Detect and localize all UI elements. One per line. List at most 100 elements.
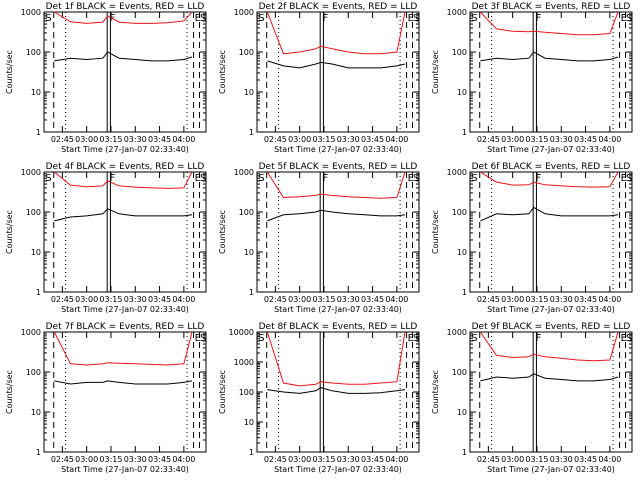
x-tick-label: 04:00 <box>172 295 195 304</box>
event-marker-label: E <box>408 13 414 24</box>
x-tick-label: 03:45 <box>361 295 384 304</box>
plot-frame <box>469 171 633 293</box>
x-tick-label: 03:15 <box>525 295 548 304</box>
y-tick-label: 10 <box>31 248 41 257</box>
chart-title: Det 5f BLACK = Events, RED = LLD <box>259 162 418 172</box>
x-tick-label: 03:30 <box>337 135 360 144</box>
x-tick-label: 03:30 <box>337 295 360 304</box>
y-tick-label: 1000 <box>21 328 41 337</box>
x-axis-label: Start Time (27-Jan-07 02:33:40) <box>61 305 189 314</box>
event-marker-label: S <box>413 13 419 24</box>
chart-title: Det 2f BLACK = Events, RED = LLD <box>259 2 418 12</box>
event-marker-label: F <box>536 333 542 344</box>
x-tick-label: 04:00 <box>598 135 621 144</box>
event-marker-label: S <box>200 173 206 184</box>
y-tick-label: 100 <box>239 48 254 57</box>
x-tick-label: 03:00 <box>501 135 524 144</box>
x-tick-label: 03:30 <box>550 135 573 144</box>
y-tick-label: 1000 <box>21 8 41 17</box>
x-tick-label: 03:45 <box>148 295 171 304</box>
x-tick-label: 03:45 <box>148 135 171 144</box>
x-tick-label: 03:45 <box>361 455 384 464</box>
y-axis-label: Counts/sec <box>218 210 227 254</box>
y-tick-label: 1 <box>36 448 41 457</box>
x-tick-label: 03:00 <box>75 455 98 464</box>
event-marker-label: S <box>471 173 477 184</box>
x-tick-label: 03:15 <box>525 135 548 144</box>
x-tick-label: 03:30 <box>124 455 147 464</box>
lld-series-line <box>479 11 619 36</box>
y-tick-label: 100 <box>452 48 467 57</box>
y-tick-label: 10 <box>457 88 467 97</box>
chart-title: Det 9f BLACK = Events, RED = LLD <box>472 322 631 332</box>
y-tick-label: 100 <box>26 48 41 57</box>
y-tick-label: 10000 <box>229 328 254 337</box>
lld-series-line <box>266 171 406 199</box>
x-tick-label: 04:00 <box>598 295 621 304</box>
y-axis-label: Counts/sec <box>5 50 14 94</box>
y-axis-label: Counts/sec <box>431 50 440 94</box>
chart-title: Det 4f BLACK = Events, RED = LLD <box>46 162 205 172</box>
y-tick-label: 100 <box>239 388 254 397</box>
y-tick-label: 1000 <box>447 8 467 17</box>
y-axis-label: Counts/sec <box>5 210 14 254</box>
event-marker-label: S <box>471 333 477 344</box>
x-axis-label: Start Time (27-Jan-07 02:33:40) <box>487 305 615 314</box>
x-axis-label: Start Time (27-Jan-07 02:33:40) <box>61 145 189 154</box>
chart-panel-7: Det 7f BLACK = Events, RED = LLD 1 10 100 10… <box>5 322 207 474</box>
events-series-line <box>480 373 619 382</box>
x-tick-label: 03:45 <box>574 135 597 144</box>
event-marker-label: F <box>536 173 542 184</box>
x-tick-label: 03:45 <box>574 295 597 304</box>
event-marker-label: S <box>413 173 419 184</box>
chart-title: Det 6f BLACK = Events, RED = LLD <box>472 162 631 172</box>
plot-frame <box>43 171 207 293</box>
event-marker-label: S <box>626 333 632 344</box>
event-marker-label: S <box>200 333 206 344</box>
y-tick-label: 1000 <box>447 328 467 337</box>
events-series-line <box>54 380 193 385</box>
y-axis-label: Counts/sec <box>5 370 14 414</box>
y-tick-label: 100 <box>26 208 41 217</box>
y-tick-label: 100 <box>452 208 467 217</box>
chart-panel-6: Det 6f BLACK = Events, RED = LLD 1 10 100 10… <box>431 162 633 314</box>
y-tick-label: 10 <box>244 88 254 97</box>
events-series-line <box>54 51 193 62</box>
event-marker-label: F <box>323 13 329 24</box>
event-marker-label: S <box>45 13 51 24</box>
y-tick-label: 10 <box>244 248 254 257</box>
x-tick-label: 03:15 <box>99 455 122 464</box>
y-tick-label: 1 <box>249 448 254 457</box>
y-tick-label: 100 <box>239 208 254 217</box>
x-tick-label: 02:45 <box>51 295 74 304</box>
plot-frame <box>256 171 420 293</box>
y-axis-label: Counts/sec <box>431 370 440 414</box>
lld-series-line <box>479 331 619 362</box>
x-tick-label: 03:00 <box>75 135 98 144</box>
x-tick-label: 03:15 <box>99 135 122 144</box>
x-tick-label: 03:00 <box>75 295 98 304</box>
y-tick-label: 1 <box>462 128 467 137</box>
chart-panel-4: Det 4f BLACK = Events, RED = LLD 1 10 100 10… <box>5 162 207 314</box>
plot-frame <box>469 331 633 453</box>
event-marker-label: E <box>195 333 201 344</box>
x-tick-label: 03:30 <box>550 455 573 464</box>
y-tick-label: 1 <box>36 128 41 137</box>
x-tick-label: 03:00 <box>288 135 311 144</box>
x-tick-label: 02:45 <box>51 455 74 464</box>
y-tick-label: 1 <box>462 448 467 457</box>
x-tick-label: 04:00 <box>172 135 195 144</box>
events-series-line <box>480 51 619 62</box>
y-tick-label: 1000 <box>234 168 254 177</box>
y-tick-label: 1 <box>249 128 254 137</box>
y-tick-label: 1000 <box>21 168 41 177</box>
plot-frame <box>469 11 633 133</box>
x-tick-label: 03:00 <box>288 455 311 464</box>
x-tick-label: 04:00 <box>172 455 195 464</box>
y-tick-label: 1 <box>462 288 467 297</box>
lld-series-line <box>480 171 619 188</box>
chart-panel-3: Det 3f BLACK = Events, RED = LLD 1 10 100 10… <box>431 2 633 154</box>
x-tick-label: 02:45 <box>477 135 500 144</box>
event-marker-label: E <box>621 13 627 24</box>
